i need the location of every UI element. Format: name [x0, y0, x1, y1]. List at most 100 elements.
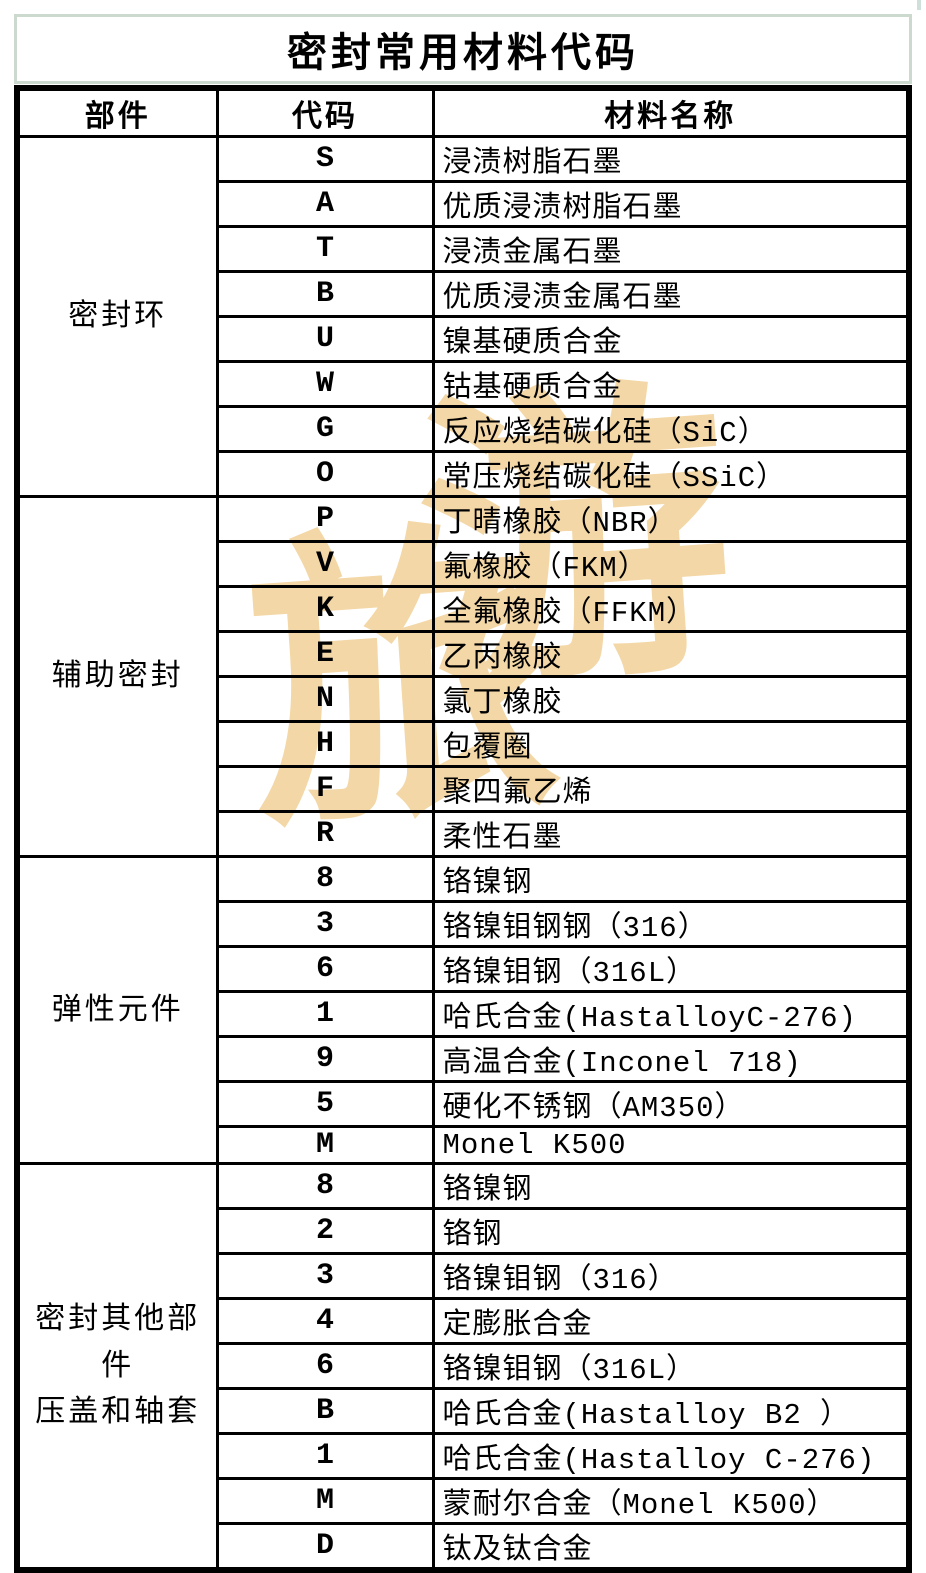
table-row: K 全氟橡胶（FFKM）: [17, 585, 911, 633]
table-row: A 优质浸渍树脂石墨: [17, 180, 911, 228]
table-row: G 反应烧结碳化硅（SiC）: [17, 405, 911, 453]
material-cell: 铬镍钼钢钢（316）: [431, 900, 911, 948]
material-cell: 蒙耐尔合金（Monel K500）: [431, 1477, 911, 1525]
material-cell: 浸渍树脂石墨: [431, 135, 911, 183]
table-row: T 浸渍金属石墨: [17, 225, 911, 273]
material-cell: 丁晴橡胶（NBR）: [431, 495, 911, 543]
material-cell: 乙丙橡胶: [431, 630, 911, 678]
material-code-table: 部件 代码 材料名称 密封环 S 浸渍树脂石墨 A 优质浸渍树脂石墨 T 浸渍金属石墨 B 优质…: [14, 85, 912, 1573]
code-cell: U: [215, 315, 435, 363]
code-cell: T: [215, 225, 435, 273]
material-cell: 铬镍钢: [431, 855, 911, 903]
code-cell: 3: [215, 1252, 435, 1300]
header-code: 代码: [215, 86, 435, 138]
material-cell: 哈氏合金(Hastalloy B2 ）: [431, 1387, 911, 1435]
code-cell: 6: [215, 1342, 435, 1390]
table-row: 密封其他部件 压盖和轴套 8 铬镍钢: [15, 1162, 911, 1572]
material-cell: 氯丁橡胶: [431, 675, 911, 723]
material-cell: 浸渍金属石墨: [431, 225, 911, 273]
table-row: U 镍基硬质合金: [17, 315, 911, 363]
table-row: W 钴基硬质合金: [17, 360, 911, 408]
table-body: 密封环 S 浸渍树脂石墨 A 优质浸渍树脂石墨 T 浸渍金属石墨 B 优质浸渍金属石墨 U 镍基硬质…: [15, 135, 911, 1572]
material-cell: 哈氏合金(HastalloyC-276): [431, 990, 911, 1038]
table-row: N 氯丁橡胶: [17, 675, 911, 723]
code-cell: N: [215, 675, 435, 723]
material-cell: 聚四氟乙烯: [431, 765, 911, 813]
table-row: 9 高温合金(Inconel 718): [17, 1035, 911, 1083]
table-row: V 氟橡胶（FKM）: [17, 540, 911, 588]
scan-corner-mark: [917, 0, 921, 10]
page-title: 密封常用材料代码: [287, 30, 639, 75]
header-material: 材料名称: [431, 86, 911, 138]
code-cell: S: [215, 135, 435, 183]
code-cell: R: [215, 810, 435, 858]
code-cell: 8: [215, 1162, 435, 1210]
code-cell: 4: [215, 1297, 435, 1345]
code-cell: G: [215, 405, 435, 453]
material-cell: 优质浸渍树脂石墨: [431, 180, 911, 228]
material-cell: 高温合金(Inconel 718): [431, 1035, 911, 1083]
material-cell: 铬镍钼钢（316L）: [431, 1342, 911, 1390]
component-cell: 密封其他部件 压盖和轴套: [15, 1162, 219, 1572]
code-cell: 5: [215, 1080, 435, 1128]
code-cell: 1: [215, 990, 435, 1038]
table-row: 1 哈氏合金(HastalloyC-276): [17, 990, 911, 1038]
material-cell: 镍基硬质合金: [431, 315, 911, 363]
table-row: B 优质浸渍金属石墨: [17, 270, 911, 318]
table-row: 3 铬镍钼钢钢（316）: [17, 900, 911, 948]
material-cell: 反应烧结碳化硅（SiC）: [431, 405, 911, 453]
material-cell: 铬镍钼钢（316）: [431, 1252, 911, 1300]
code-cell: W: [215, 360, 435, 408]
table-row: E 乙丙橡胶: [17, 630, 911, 678]
table-row: R 柔性石墨: [17, 810, 911, 858]
material-cell: 铬镍钼钢（316L）: [431, 945, 911, 993]
table-row: 2 铬钢: [17, 1207, 911, 1255]
code-cell: H: [215, 720, 435, 768]
table-row: F 聚四氟乙烯: [17, 765, 911, 813]
document-page: 游 旅 密封常用材料代码 部件 代码 材料名称 密封环 S 浸渍树脂石墨 A 优质浸渍树…: [14, 0, 921, 1573]
code-cell: D: [215, 1522, 435, 1572]
title-box: 密封常用材料代码: [14, 14, 912, 84]
component-cell: 密封环: [15, 135, 219, 498]
code-cell: 6: [215, 945, 435, 993]
material-cell: 氟橡胶（FKM）: [431, 540, 911, 588]
table-row: H 包覆圈: [17, 720, 911, 768]
code-cell: V: [215, 540, 435, 588]
code-cell: P: [215, 495, 435, 543]
material-cell: 包覆圈: [431, 720, 911, 768]
material-cell: 柔性石墨: [431, 810, 911, 858]
code-cell: 3: [215, 900, 435, 948]
header-row: 部件 代码 材料名称: [15, 86, 911, 138]
material-cell: 常压烧结碳化硅（SSiC）: [431, 450, 911, 498]
code-cell: K: [215, 585, 435, 633]
code-cell: O: [215, 450, 435, 498]
table-row: 6 铬镍钼钢（316L）: [17, 945, 911, 993]
code-cell: B: [215, 270, 435, 318]
code-cell: 9: [215, 1035, 435, 1083]
material-cell: 定膨胀合金: [431, 1297, 911, 1345]
material-cell: 铬镍钢: [431, 1162, 911, 1210]
material-cell: 哈氏合金(Hastalloy C-276): [431, 1432, 911, 1480]
material-cell: 钛及钛合金: [431, 1522, 911, 1572]
table-row: M Monel K500: [17, 1125, 911, 1165]
code-cell: 2: [215, 1207, 435, 1255]
table-row: 弹性元件 8 铬镍钢: [15, 855, 911, 1165]
header-component: 部件: [15, 86, 219, 138]
material-cell: 优质浸渍金属石墨: [431, 270, 911, 318]
code-cell: 1: [215, 1432, 435, 1480]
component-cell: 弹性元件: [15, 855, 219, 1165]
table-row: 5 硬化不锈钢（AM350）: [17, 1080, 911, 1128]
material-cell: 全氟橡胶（FFKM）: [431, 585, 911, 633]
code-cell: M: [215, 1125, 435, 1165]
code-cell: A: [215, 180, 435, 228]
code-cell: 8: [215, 855, 435, 903]
material-cell: 铬钢: [431, 1207, 911, 1255]
table-row: 辅助密封 P 丁晴橡胶（NBR）: [15, 495, 911, 858]
material-cell: 钴基硬质合金: [431, 360, 911, 408]
component-cell: 辅助密封: [15, 495, 219, 858]
table-row: O 常压烧结碳化硅（SSiC）: [17, 450, 911, 498]
material-cell: Monel K500: [431, 1125, 911, 1165]
code-cell: B: [215, 1387, 435, 1435]
code-cell: F: [215, 765, 435, 813]
code-cell: E: [215, 630, 435, 678]
